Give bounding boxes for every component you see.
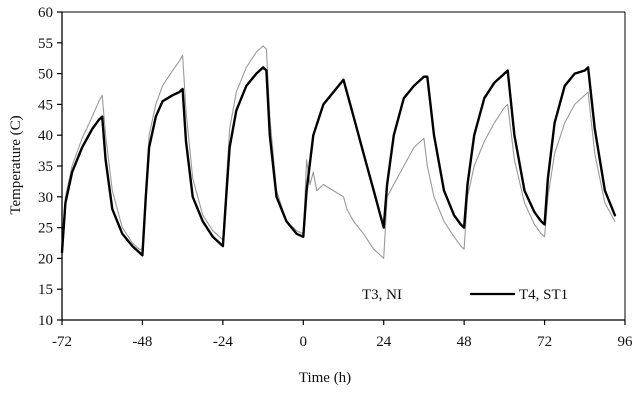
plot-frame — [61, 11, 626, 321]
x-tick-label: 72 — [537, 334, 552, 350]
series-group — [60, 45, 617, 259]
x-tick-label: 24 — [376, 334, 392, 350]
y-tick-label: 50 — [38, 67, 53, 83]
x-axis-label: Time (h) — [299, 370, 351, 386]
x-axis-ticks: -72 -48 -24 0 24 48 72 96 — [52, 320, 633, 350]
y-tick-label: 25 — [38, 221, 53, 237]
legend-label-t3: T3, NI — [362, 287, 402, 303]
series-t4-line — [60, 66, 617, 257]
y-tick-label: 30 — [38, 190, 53, 206]
x-tick-label: 96 — [618, 334, 634, 350]
y-tick-label: 20 — [38, 251, 53, 267]
y-tick-label: 60 — [38, 5, 53, 21]
x-tick-label: 48 — [457, 334, 472, 350]
y-axis-label: Temperature (C) — [8, 115, 24, 214]
y-tick-label: 45 — [38, 97, 53, 113]
legend: T3, NI T4, ST1 — [362, 287, 568, 303]
y-tick-label: 35 — [38, 159, 53, 175]
y-tick-label: 55 — [38, 36, 53, 52]
y-tick-label: 40 — [38, 128, 53, 144]
x-tick-label: -48 — [132, 334, 152, 350]
x-tick-label: -72 — [52, 334, 72, 350]
y-tick-label: 15 — [38, 282, 53, 298]
legend-label-t4: T4, ST1 — [519, 287, 568, 303]
y-tick-label: 10 — [38, 313, 53, 329]
y-axis-ticks: 10 15 20 25 30 35 40 45 50 55 60 — [38, 5, 62, 329]
x-tick-label: -24 — [213, 334, 233, 350]
x-tick-label: 0 — [300, 334, 308, 350]
